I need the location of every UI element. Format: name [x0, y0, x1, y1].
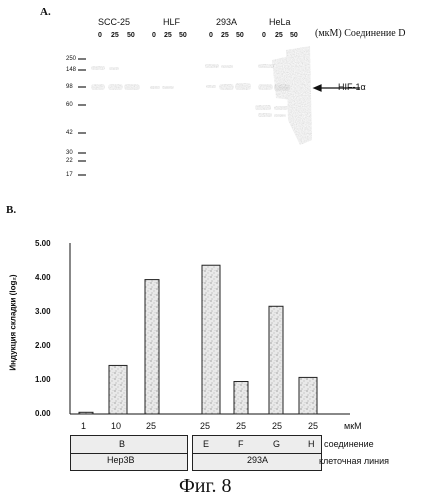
bar-conc-label: 25 [272, 421, 282, 431]
bar-conc-label: 25 [146, 421, 156, 431]
bar [79, 412, 93, 414]
compound-label: B [119, 439, 125, 449]
bar [109, 365, 127, 414]
compound-label: G [273, 439, 280, 449]
bar-conc-label: 25 [236, 421, 246, 431]
bar [269, 306, 283, 414]
bar [202, 265, 220, 414]
conc-row: 1 10 25 25 25 25 25 мкМ [70, 421, 390, 433]
bar-conc-label: 25 [200, 421, 210, 431]
cellline-row-label: клеточная линия [319, 456, 389, 466]
compound-label: H [308, 439, 315, 449]
compound-box-hep3b: B [71, 436, 187, 454]
unit-label-b: мкМ [344, 421, 362, 431]
bar [234, 382, 248, 414]
hep3b-group: B Hep3B [70, 435, 188, 471]
compound-label: F [238, 439, 244, 449]
figure-caption: Фиг. 8 [179, 475, 231, 498]
compound-row-label: соединение [324, 439, 374, 449]
bar-chart [0, 0, 428, 470]
bar-conc-label: 10 [111, 421, 121, 431]
293a-group: E F G H 293A [192, 435, 322, 471]
compound-box-293a: E F G H [193, 436, 321, 454]
bar-conc-label: 25 [308, 421, 318, 431]
bar [145, 280, 159, 414]
bar [299, 377, 317, 414]
bar-conc-label: 1 [81, 421, 86, 431]
cell-line-label: Hep3B [107, 455, 135, 465]
compound-label: E [203, 439, 209, 449]
cell-line-label: 293A [247, 455, 268, 465]
